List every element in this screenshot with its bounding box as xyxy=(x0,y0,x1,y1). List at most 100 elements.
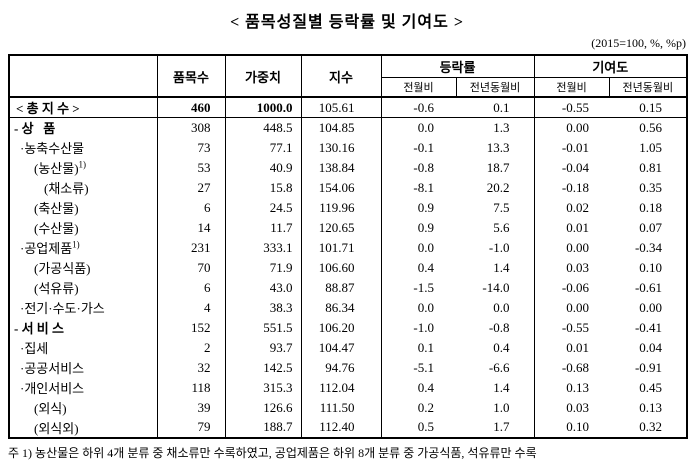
cell-item-count: 39 xyxy=(156,397,225,418)
cell-change-yoy: 0.0 xyxy=(493,299,510,315)
cell-contrib-mom: 0.13 xyxy=(533,377,610,398)
table-row: (가공식품) 70 71.9 106.60 0.4 1.4 0.03 0.10 xyxy=(9,257,687,278)
table-row: ·공공서비스 32 142.5 94.76 -5.1 -6.6 -0.68 -0.91 xyxy=(9,357,687,378)
cell-change-mom: -0.8 xyxy=(380,157,456,178)
cell-contrib-yoy: 0.00 xyxy=(639,299,663,315)
cell-change-yoy: 0.4 xyxy=(493,339,510,355)
cell-change-yoy: 0.1 xyxy=(456,97,535,118)
cell-contrib-yoy: 0.81 xyxy=(639,159,663,175)
table-row: (수산물) 14 11.7 120.65 0.9 5.6 0.01 0.07 xyxy=(9,217,687,238)
cell-change-yoy: 1.3 xyxy=(493,119,510,135)
header-change-yoy: 전년동월비 xyxy=(455,77,535,98)
cell-weight: 40.9 xyxy=(224,157,301,178)
cell-item-count: 6 xyxy=(156,277,225,298)
cell-contrib-yoy: -0.41 xyxy=(634,319,663,335)
cell-weight: 93.7 xyxy=(224,337,301,358)
row-label: (외식외) xyxy=(34,420,79,436)
cell-weight: 551.5 xyxy=(224,317,301,338)
cell-contrib-mom: -0.55 xyxy=(533,317,610,338)
cell-change-mom: 0.0 xyxy=(380,117,456,138)
cell-change-yoy: 18.7 xyxy=(486,159,510,175)
cell-change-yoy: 20.2 xyxy=(486,179,510,195)
row-label: - 서 비 스 xyxy=(14,321,64,336)
cell-change-yoy: 1.4 xyxy=(493,379,510,395)
cell-item-count: 14 xyxy=(156,217,225,238)
cell-weight: 71.9 xyxy=(224,257,301,278)
header-row-sub: 전월비 전년동월비 전월비 전년동월비 xyxy=(9,77,688,98)
cell-index: 119.96 xyxy=(300,197,381,218)
table-row: (축산물) 6 24.5 119.96 0.9 7.5 0.02 0.18 xyxy=(9,197,687,218)
cell-contrib-mom: -0.55 xyxy=(533,97,610,118)
cell-weight: 15.8 xyxy=(224,177,301,198)
cell-weight: 38.3 xyxy=(224,297,301,318)
cell-change-mom: 0.4 xyxy=(380,257,456,278)
cell-index: 138.84 xyxy=(300,157,381,178)
table-body: < 총 지 수 >460 1000.0 105.61 -0.6 0.1 -0.55 0.15… xyxy=(9,97,688,438)
header-contribution: 기여도 xyxy=(533,55,688,78)
header-change-rate: 등락률 xyxy=(380,55,535,78)
cell-change-yoy: 1.0 xyxy=(493,399,510,415)
cell-contrib-mom: 0.10 xyxy=(533,417,610,438)
table-row: ·전기·수도·가스 4 38.3 86.34 0.0 0.0 0.00 0.00 xyxy=(9,297,687,318)
cell-contrib-mom: 0.02 xyxy=(533,197,610,218)
cell-index: 105.61 xyxy=(300,97,381,118)
cell-change-yoy: 5.6 xyxy=(493,219,510,235)
cell-change-mom: 0.2 xyxy=(380,397,456,418)
cell-index: 101.71 xyxy=(300,237,381,258)
cell-item-count: 53 xyxy=(156,157,225,178)
cell-weight: 1000.0 xyxy=(224,97,301,118)
cell-change-mom: 0.9 xyxy=(380,197,456,218)
cell-contrib-yoy: 1.05 xyxy=(639,139,663,155)
cell-contrib-mom: 0.00 xyxy=(533,237,610,258)
cell-contrib-yoy: 0.32 xyxy=(639,419,663,434)
cell-index: 86.34 xyxy=(300,297,381,318)
header-change-mom: 전월비 xyxy=(380,77,456,98)
table-row: - 상 품 308 448.5 104.85 0.0 1.3 0.00 0.56 xyxy=(9,117,687,138)
unit-note: (2015=100, %, %p) xyxy=(591,36,686,50)
cell-contrib-mom: 0.01 xyxy=(533,337,610,358)
cell-contrib-yoy: 0.56 xyxy=(639,119,663,135)
cell-change-mom: -0.6 xyxy=(380,97,456,118)
table-row: (외식) 39 126.6 111.50 0.2 1.0 0.03 0.13 xyxy=(9,397,687,418)
cell-contrib-yoy: -0.91 xyxy=(634,359,663,375)
row-label: ·집세 xyxy=(20,341,49,356)
cell-item-count: 70 xyxy=(156,257,225,278)
cell-contrib-yoy: 0.07 xyxy=(639,219,663,235)
cell-change-mom: 0.4 xyxy=(380,377,456,398)
cell-item-count: 308 xyxy=(156,117,225,138)
table-row: (채소류) 27 15.8 154.06 -8.1 20.2 -0.18 0.35 xyxy=(9,177,687,198)
cell-change-yoy: -14.0 xyxy=(482,279,510,295)
table-row: < 총 지 수 >460 1000.0 105.61 -0.6 0.1 -0.55 0.15 xyxy=(9,97,688,118)
cell-weight: 315.3 xyxy=(224,377,301,398)
footnote: 주 1) 농산물은 하위 4개 분류 중 채소류만 수록하였고, 공업제품은 하… xyxy=(8,445,537,460)
cell-contrib-mom: -0.18 xyxy=(533,177,610,198)
row-label: (수산물) xyxy=(34,221,79,236)
cell-change-mom: 0.0 xyxy=(380,297,456,318)
cell-contrib-yoy: 0.15 xyxy=(609,97,688,118)
row-label: (가공식품) xyxy=(34,261,91,276)
cell-weight: 126.6 xyxy=(224,397,301,418)
table-row: ·개인서비스 118 315.3 112.04 0.4 1.4 0.13 0.45 xyxy=(9,377,687,398)
footnote-marker: 1) xyxy=(72,239,80,250)
row-label: - 상 품 xyxy=(14,121,56,137)
cell-change-yoy: -0.8 xyxy=(488,319,510,335)
cell-index: 112.04 xyxy=(300,377,381,398)
cell-contrib-yoy: 0.04 xyxy=(639,339,663,355)
cell-contrib-mom: -0.68 xyxy=(533,357,610,378)
cell-change-mom: -1.5 xyxy=(380,277,456,298)
row-label: (채소류) xyxy=(44,181,89,196)
cell-item-count: 2 xyxy=(156,337,225,358)
cell-index: 106.60 xyxy=(300,257,381,278)
cell-item-count: 118 xyxy=(156,377,225,398)
cell-change-mom: 0.1 xyxy=(380,337,456,358)
header-row-main: 품목수 가중치 지수 등락률 기여도 xyxy=(9,55,688,98)
page-title: < 품목성질별 등락률 및 기여도 > xyxy=(230,14,464,31)
table-row: ·공업제품1) 231 333.1 101.71 0.0 -1.0 0.00 -0.34 xyxy=(9,237,687,258)
cell-weight: 142.5 xyxy=(224,357,301,378)
row-label: (농산물)1) xyxy=(34,159,87,176)
cell-index: 88.87 xyxy=(300,277,381,298)
cell-weight: 448.5 xyxy=(224,117,301,138)
cell-index: 112.40 xyxy=(300,417,381,438)
header-index: 지수 xyxy=(300,55,381,98)
cell-change-yoy: -1.0 xyxy=(488,239,510,255)
